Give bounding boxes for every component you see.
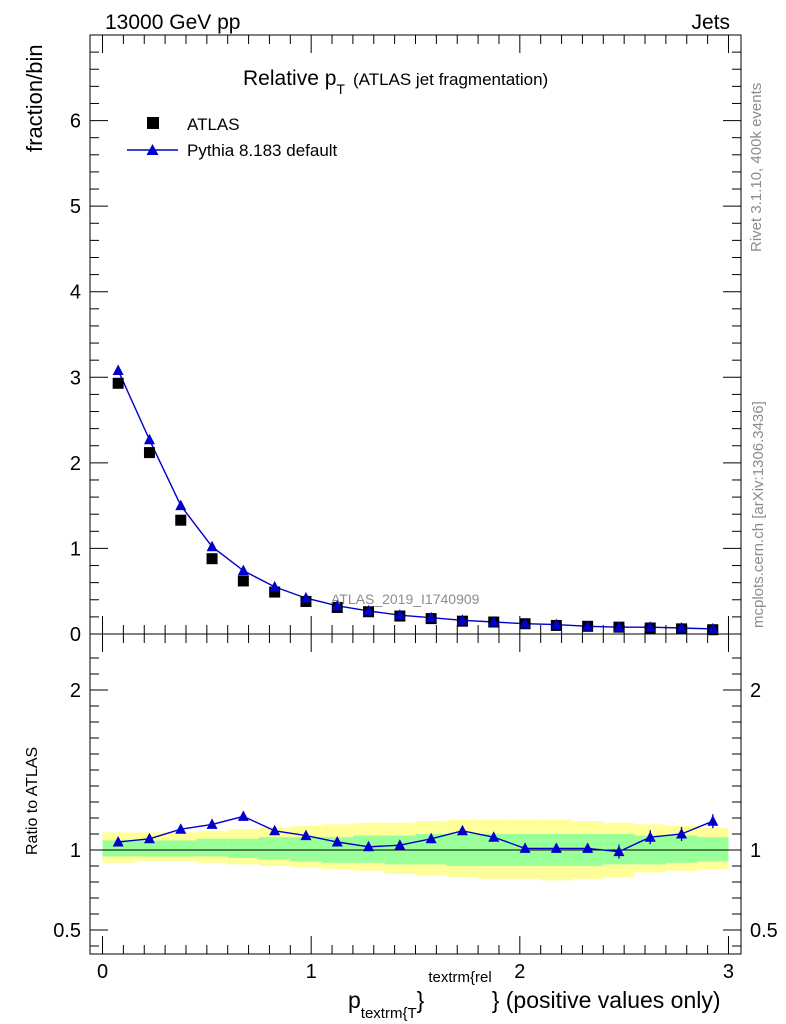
rivet-events-label: Rivet 3.1.10, 400k events bbox=[748, 83, 765, 252]
stat-uncertainty-band bbox=[196, 838, 228, 857]
upper-y-tick-label: 2 bbox=[70, 453, 81, 475]
upper-y-tick-label: 1 bbox=[70, 538, 81, 560]
pythia-point bbox=[550, 618, 562, 630]
chart-title: Relative pT (ATLAS jet fragmentation) bbox=[243, 67, 548, 97]
ratio-point bbox=[175, 823, 187, 834]
pythia-point bbox=[676, 622, 688, 633]
pythia-point bbox=[112, 364, 124, 375]
ratio-point bbox=[300, 829, 312, 841]
chart-title-subscript: T bbox=[336, 81, 345, 97]
ratio-point bbox=[488, 831, 500, 842]
pythia-point bbox=[331, 599, 343, 611]
x-axis-label-close: } bbox=[417, 987, 425, 1013]
x-axis-label: ptextrm{T}textrm{rel} (positive values o… bbox=[348, 969, 721, 1022]
ratio-point bbox=[707, 815, 719, 826]
atlas-data-point bbox=[143, 447, 155, 459]
ratio-point bbox=[269, 824, 281, 836]
x-tick-label: 3 bbox=[723, 961, 734, 983]
pythia-point bbox=[582, 620, 594, 631]
pythia-point bbox=[425, 611, 437, 623]
stat-uncertainty-band bbox=[290, 837, 322, 862]
pythia-point bbox=[644, 621, 656, 632]
pythia-point bbox=[237, 564, 249, 576]
x-axis-label-p: p bbox=[348, 987, 361, 1013]
pythia-point bbox=[175, 499, 187, 511]
pythia-point bbox=[394, 609, 406, 620]
pythia-point bbox=[519, 617, 531, 629]
ratio-curve bbox=[118, 815, 714, 853]
chart-title-prefix: Relative p bbox=[243, 67, 336, 90]
stat-uncertainty-band bbox=[697, 837, 729, 862]
legend-pythia-marker bbox=[146, 144, 159, 155]
chart-title-suffix: (ATLAS jet fragmentation) bbox=[353, 70, 548, 89]
lower-y-tick-label-right: 1 bbox=[750, 840, 761, 862]
atlas-data-point bbox=[237, 575, 249, 587]
ratio-point bbox=[112, 836, 124, 847]
stat-uncertainty-band bbox=[227, 838, 260, 858]
upper-y-tick-label: 3 bbox=[70, 367, 81, 389]
legend-atlas-label: ATLAS bbox=[187, 115, 240, 134]
upper-y-tick-label: 0 bbox=[70, 624, 81, 646]
header-energy-label: 13000 GeV pp bbox=[105, 11, 240, 34]
pythia-point bbox=[613, 621, 625, 632]
ratio-point bbox=[331, 836, 343, 847]
atlas-data-point bbox=[206, 553, 218, 565]
pythia-point bbox=[488, 616, 500, 627]
upper-y-tick-label: 4 bbox=[70, 282, 81, 304]
ratio-point bbox=[613, 845, 625, 857]
pythia-point bbox=[269, 580, 281, 592]
atlas-data-point bbox=[175, 514, 187, 526]
stat-uncertainty-band bbox=[165, 840, 197, 857]
stat-uncertainty-band bbox=[133, 840, 166, 857]
analysis-watermark: ATLAS_2019_I1740909 bbox=[331, 591, 480, 607]
ratio-point bbox=[582, 842, 594, 853]
upper-y-tick-label: 5 bbox=[70, 196, 81, 218]
atlas-data-point bbox=[269, 586, 281, 598]
stat-uncertainty-band bbox=[102, 840, 134, 857]
legend-pythia-label: Pythia 8.183 default bbox=[187, 141, 338, 160]
lower-y-tick-label-right: 2 bbox=[750, 680, 761, 702]
ratio-point bbox=[143, 832, 155, 844]
pythia-point bbox=[143, 433, 155, 445]
pythia-point bbox=[707, 622, 719, 634]
pythia-point bbox=[206, 540, 218, 552]
atlas-data-point bbox=[112, 377, 124, 389]
lower-panel: 0.5 0.5 1 1 2 2 0 1 2 3 Ratio to ATLAS ptextrm{T… bbox=[24, 633, 778, 1022]
mcplots-source-label: mcplots.cern.ch [arXiv:1306.3436] bbox=[750, 401, 767, 628]
lower-y-tick-label-left: 0.5 bbox=[53, 920, 81, 942]
ratio-point bbox=[676, 828, 688, 839]
ratio-point bbox=[425, 832, 437, 844]
lower-panel-frame bbox=[89, 633, 742, 955]
x-tick-label: 1 bbox=[306, 961, 317, 983]
legend-atlas-marker bbox=[147, 117, 159, 129]
ratio-point bbox=[394, 839, 406, 850]
pythia-point bbox=[456, 614, 468, 625]
ratio-point bbox=[644, 831, 656, 842]
x-tick-label: 0 bbox=[97, 961, 108, 983]
upper-y-axis-label: fraction/bin bbox=[22, 44, 47, 152]
pythia-point bbox=[363, 604, 375, 616]
upper-panel: 0 1 2 3 4 5 6 fraction/bin Relative pT (ATLAS j… bbox=[22, 34, 742, 646]
lower-y-tick-label-right: 0.5 bbox=[750, 920, 778, 942]
lower-y-tick-label-left: 2 bbox=[70, 680, 81, 702]
ratio-point bbox=[237, 810, 249, 821]
x-tick-label: 2 bbox=[514, 961, 525, 983]
ratio-point bbox=[550, 842, 562, 853]
upper-y-tick-label: 6 bbox=[70, 111, 81, 133]
lower-y-axis-label: Ratio to ATLAS bbox=[24, 747, 41, 855]
ratio-point bbox=[206, 818, 218, 829]
ratio-point bbox=[363, 840, 375, 852]
ratio-point bbox=[519, 842, 531, 853]
x-axis-label-suffix: } (positive values only) bbox=[492, 987, 721, 1013]
stat-uncertainty-band bbox=[259, 837, 291, 860]
ratio-point bbox=[456, 824, 468, 836]
x-axis-label-subscript: textrm{T bbox=[361, 1005, 417, 1022]
lower-y-tick-label-left: 1 bbox=[70, 840, 81, 862]
x-axis-label-superscript: textrm{rel bbox=[428, 969, 491, 986]
header-process-label: Jets bbox=[691, 11, 730, 34]
pythia-point bbox=[300, 592, 312, 603]
